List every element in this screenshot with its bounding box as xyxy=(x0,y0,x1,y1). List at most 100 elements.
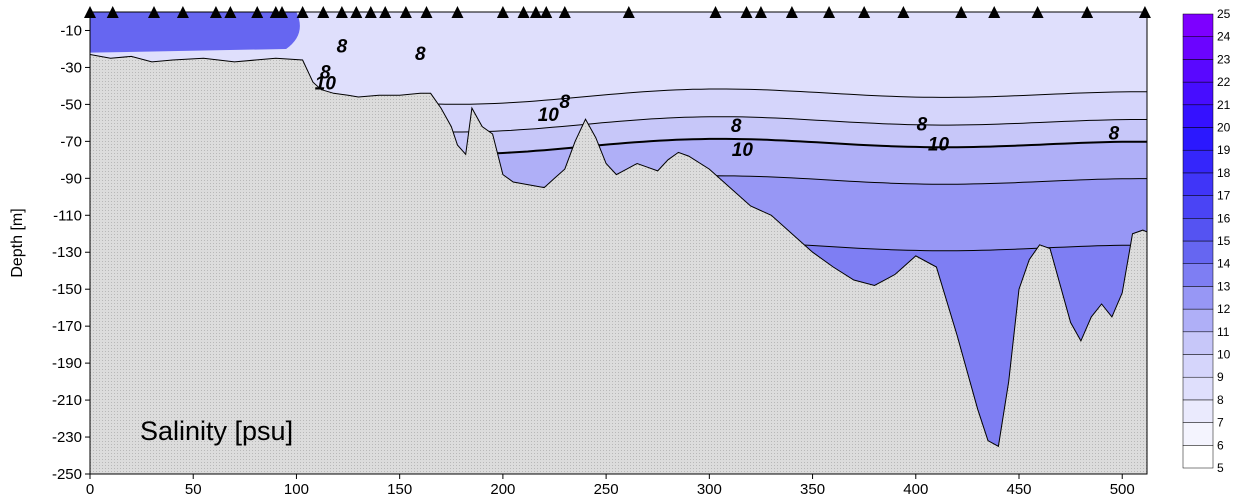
colorbar-swatch xyxy=(1182,218,1214,242)
colorbar-label: 19 xyxy=(1217,143,1231,157)
contour-label: 8 xyxy=(917,114,928,135)
colorbar-swatch xyxy=(1182,81,1214,106)
contour-label: 10 xyxy=(315,74,337,95)
contour-label: 10 xyxy=(928,135,950,156)
colorbar-label: 10 xyxy=(1217,348,1231,362)
colorbar-label: 9 xyxy=(1217,370,1224,384)
colorbar-swatch xyxy=(1182,308,1214,333)
station-marker xyxy=(785,6,798,18)
colorbar-swatch xyxy=(1182,240,1214,264)
contour-label: 8 xyxy=(560,92,571,113)
x-tick-label: 450 xyxy=(1006,481,1031,496)
station-marker xyxy=(897,6,910,18)
colorbar-swatch xyxy=(1182,331,1214,355)
x-tick-label: 100 xyxy=(284,481,309,496)
x-tick-label: 400 xyxy=(903,481,928,496)
y-tick-label: -110 xyxy=(53,207,82,224)
station-marker xyxy=(224,6,237,18)
colorbar-label: 23 xyxy=(1217,52,1231,66)
seafloor xyxy=(90,53,1147,474)
colorbar-swatch xyxy=(1182,104,1214,128)
station-marker xyxy=(1031,6,1044,18)
station-marker xyxy=(147,6,160,18)
station-markers xyxy=(84,6,1151,18)
colorbar-swatch xyxy=(1182,445,1214,469)
colorbar-swatch xyxy=(1182,286,1214,310)
colorbar-swatch xyxy=(1182,36,1214,60)
station-marker xyxy=(754,6,767,18)
colorbar-label: 8 xyxy=(1217,393,1224,407)
y-tick-label: -50 xyxy=(60,96,82,113)
station-marker xyxy=(350,6,363,18)
x-tick-label: 200 xyxy=(490,481,515,496)
y-tick-label: -10 xyxy=(60,22,82,39)
colorbar-swatch xyxy=(1182,127,1214,151)
contour-label: 8 xyxy=(731,116,742,137)
y-tick-label: -190 xyxy=(52,355,82,372)
colorbar-label: 17 xyxy=(1217,189,1231,203)
colorbar-label: 20 xyxy=(1217,121,1231,135)
colorbar-swatch xyxy=(1182,13,1214,37)
colorbar-label: 5 xyxy=(1217,461,1224,475)
colorbar-label: 16 xyxy=(1217,211,1231,225)
station-marker xyxy=(106,6,119,18)
station-marker xyxy=(399,6,412,18)
contour-label: 8 xyxy=(1109,124,1120,145)
colorbar-swatch xyxy=(1182,422,1214,446)
colorbar-label: 22 xyxy=(1217,75,1231,89)
station-marker xyxy=(335,6,348,18)
colorbar-swatch xyxy=(1182,59,1214,83)
x-tick-label: 500 xyxy=(1110,481,1135,496)
colorbar-swatch xyxy=(1182,399,1214,423)
station-marker xyxy=(1081,6,1094,18)
station-marker xyxy=(84,6,96,18)
station-marker xyxy=(451,6,464,18)
x-tick-label: 0 xyxy=(86,481,94,496)
contour-label: 8 xyxy=(320,63,331,84)
y-tick-label: -230 xyxy=(52,429,82,446)
colorbar-label: 7 xyxy=(1217,416,1224,430)
x-axis: 0 50 100 150 200 250 300 350 400 450 500 xyxy=(86,474,1135,496)
station-marker xyxy=(558,6,571,18)
x-tick-label: 300 xyxy=(697,481,722,496)
y-tick-label: -170 xyxy=(52,318,82,335)
station-marker xyxy=(209,6,222,18)
y-axis-title: Depth [m] xyxy=(9,208,26,277)
x-tick-label: 250 xyxy=(594,481,619,496)
station-marker xyxy=(540,6,553,18)
station-marker xyxy=(955,6,968,18)
station-marker xyxy=(529,6,542,18)
colorbar-label: 13 xyxy=(1217,279,1231,293)
station-marker xyxy=(858,6,871,18)
y-tick-label: -210 xyxy=(52,392,82,409)
colorbar-swatch xyxy=(1182,149,1214,174)
contour-label: 10 xyxy=(732,140,754,161)
colorbar-swatch xyxy=(1182,263,1214,287)
band-surface-pocket xyxy=(90,12,300,53)
station-marker xyxy=(296,6,309,18)
station-marker xyxy=(740,6,753,18)
y-tick-label: -30 xyxy=(60,59,82,76)
colorbar-label: 15 xyxy=(1217,234,1231,248)
colorbar-swatch xyxy=(1182,172,1214,196)
station-marker xyxy=(988,6,1001,18)
colorbar: 5 6 7 8 9 10 11 12 13 14 15 16 17 18 19 20 21 22 23 24 25 xyxy=(1182,7,1231,475)
x-tick-label: 350 xyxy=(800,481,825,496)
station-marker xyxy=(709,6,722,18)
x-tick-label: 150 xyxy=(387,481,412,496)
colorbar-label: 18 xyxy=(1217,166,1231,180)
station-marker xyxy=(517,6,530,18)
colorbar-swatch xyxy=(1182,376,1214,401)
colorbar-swatch xyxy=(1182,195,1214,219)
station-marker xyxy=(1138,6,1151,18)
plot-frame xyxy=(89,11,1148,475)
colorbar-label: 25 xyxy=(1217,7,1231,21)
y-axis: -10 -30 -50 -70 -90 -110 -130 -150 -170 -190 -210 -… xyxy=(52,22,90,483)
station-marker xyxy=(823,6,836,18)
station-marker xyxy=(420,6,433,18)
station-marker xyxy=(379,6,392,18)
y-tick-label: -150 xyxy=(52,281,82,298)
x-tick-label: 50 xyxy=(185,481,202,496)
